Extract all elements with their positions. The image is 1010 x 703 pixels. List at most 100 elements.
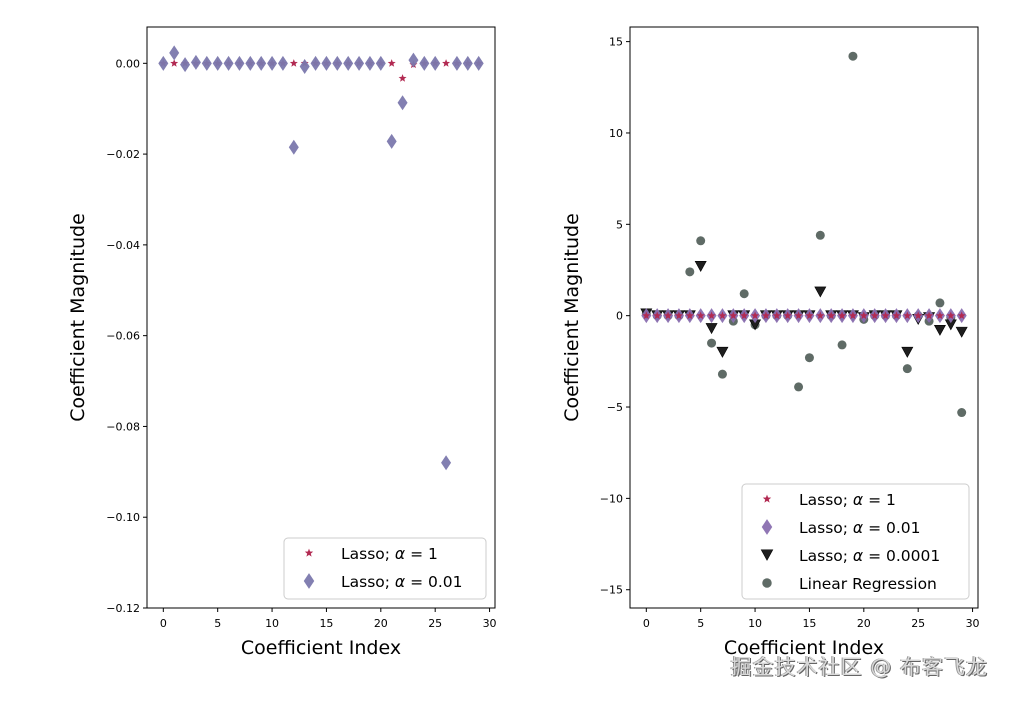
x-tick-label: 5 (697, 617, 704, 630)
data-point (892, 311, 901, 320)
legend-marker (304, 548, 314, 557)
axes-frame (629, 26, 979, 609)
data-point (321, 55, 332, 71)
data-point (223, 55, 234, 71)
y-tick-label: −0.10 (106, 511, 140, 524)
data-point (837, 340, 847, 350)
data-point (462, 55, 473, 71)
data-point (729, 311, 738, 320)
data-point (848, 51, 858, 61)
x-tick-label: 15 (802, 617, 816, 630)
legend-label: Lasso; α = 0.01 (799, 519, 921, 537)
data-point (783, 311, 792, 320)
data-point (925, 311, 934, 320)
legend-label: Linear Regression (799, 575, 937, 593)
legend-label: Lasso; α = 1 (799, 491, 896, 509)
data-point (805, 311, 814, 320)
y-tick-label: 15 (609, 36, 623, 49)
data-point (419, 55, 430, 71)
y-tick-label: −0.02 (106, 148, 140, 161)
x-tick-label: 10 (748, 617, 762, 630)
data-point (674, 311, 683, 320)
data-point (705, 323, 718, 335)
data-point (354, 55, 365, 71)
legend-box (741, 483, 970, 600)
x-tick-label: 30 (483, 617, 497, 630)
y-axis-label: Coefficient Magnitude (67, 213, 89, 422)
data-point (653, 311, 662, 320)
y-tick-label: −0.04 (106, 239, 140, 252)
data-point (827, 311, 836, 320)
data-point (955, 326, 968, 338)
x-tick-label: 10 (265, 617, 279, 630)
data-point (946, 311, 955, 320)
data-point (267, 55, 278, 71)
y-tick-label: −0.06 (106, 330, 140, 343)
data-point (718, 311, 727, 320)
data-point (277, 55, 288, 71)
data-point (289, 59, 298, 67)
y-tick-label: 0.00 (116, 57, 141, 70)
data-point (685, 311, 694, 320)
data-point (816, 311, 825, 320)
data-point (716, 346, 729, 358)
x-tick-label: 0 (160, 617, 167, 630)
data-point (870, 311, 879, 320)
legend: Lasso; α = 1 Lasso; α = 0.01 Lasso; α = 0.… (741, 483, 970, 600)
data-point (664, 311, 673, 320)
x-tick-label: 25 (911, 617, 925, 630)
data-point (761, 311, 770, 320)
data-point (386, 133, 397, 149)
data-point (642, 311, 651, 320)
x-tick-label: 30 (966, 617, 980, 630)
data-point (473, 55, 484, 71)
data-point (212, 55, 223, 71)
data-point (957, 311, 966, 320)
data-point (881, 311, 890, 320)
data-point (364, 55, 375, 71)
data-point (772, 311, 781, 320)
y-tick-label: −0.12 (106, 602, 140, 615)
data-point (442, 59, 451, 67)
data-point (375, 55, 386, 71)
data-point (707, 311, 716, 320)
series-diamond (158, 45, 484, 471)
x-tick-label: 15 (319, 617, 333, 630)
data-point (957, 408, 967, 418)
data-point (430, 55, 441, 71)
data-point (180, 57, 191, 73)
x-tick-label: 0 (643, 617, 650, 630)
data-point (201, 55, 212, 71)
data-point (685, 267, 695, 277)
x-tick-label: 20 (374, 617, 388, 630)
data-point (696, 311, 705, 320)
data-point (408, 52, 419, 68)
data-point (451, 55, 462, 71)
y-tick-label: −15 (600, 584, 623, 597)
legend-label: Lasso; α = 0.01 (341, 573, 463, 591)
watermark: 掘金技术社区 @ 布客飞龙 (730, 655, 988, 679)
data-point (838, 311, 847, 320)
series-circle (641, 51, 967, 418)
data-point (902, 364, 912, 374)
x-tick-label: 5 (214, 617, 221, 630)
left-plot: 0 5 10 15 20 25 30 0.00 −0.02 −0.04 −0.06 −0.08 −0.1… (67, 26, 497, 659)
y-axis-label: Coefficient Magnitude (561, 213, 583, 422)
data-point (804, 353, 814, 363)
legend-marker (762, 578, 772, 588)
data-point (707, 338, 717, 348)
data-point (170, 59, 179, 67)
x-tick-label: 25 (428, 617, 442, 630)
legend-label: Lasso; α = 1 (341, 545, 438, 563)
data-point (751, 311, 760, 320)
data-point (914, 311, 923, 320)
y-tick-label: 0 (616, 310, 623, 323)
y-tick-label: −10 (600, 492, 623, 505)
series-star (642, 311, 966, 320)
legend-marker (760, 549, 774, 561)
data-point (717, 369, 727, 379)
legend-label: Lasso; α = 0.0001 (799, 547, 940, 565)
data-point (694, 261, 707, 272)
data-point (234, 55, 245, 71)
